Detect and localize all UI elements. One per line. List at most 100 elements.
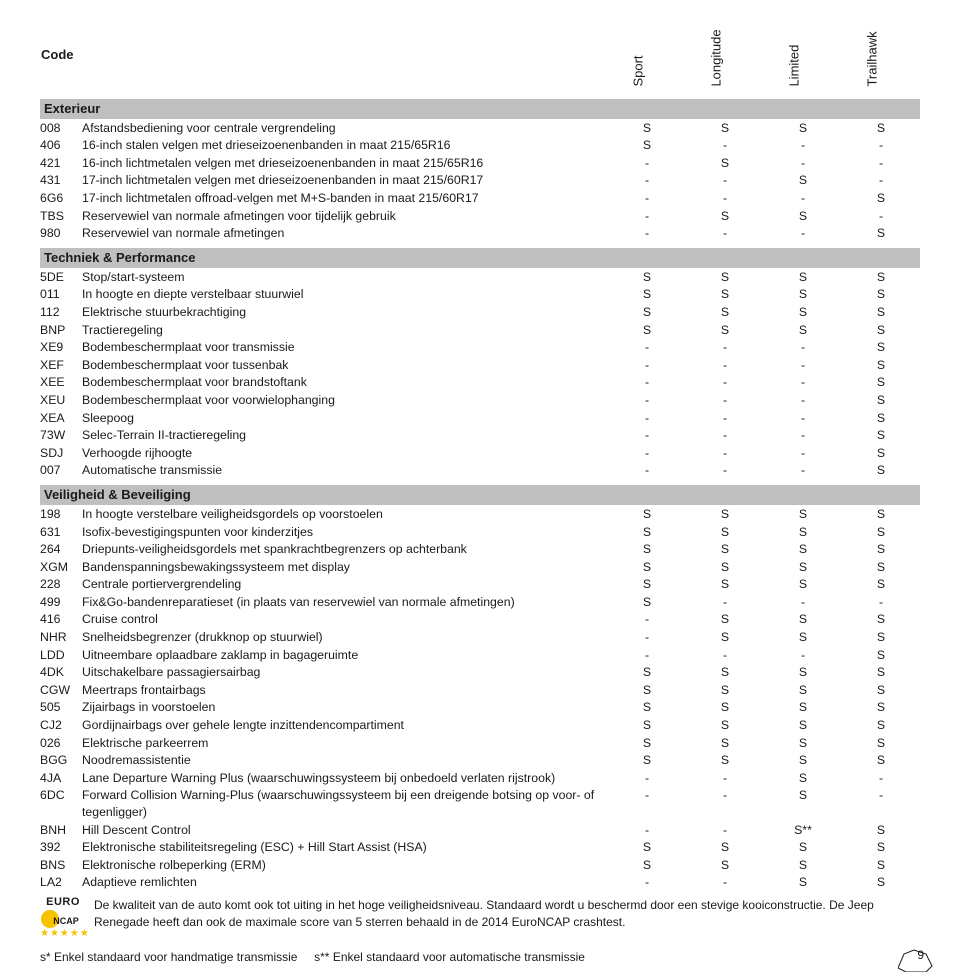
row-desc: 17-inch lichtmetalen velgen met drieseiz… [82,172,608,190]
row-value: - [686,427,764,445]
row-value: S [608,734,686,752]
row-value: S [842,268,920,286]
row-value: - [608,427,686,445]
row-value: S [686,717,764,735]
table-row: XGMBandenspanningsbewakingssysteem met d… [40,558,920,576]
row-code: BNP [40,321,82,339]
row-desc: In hoogte verstelbare veiligheidsgordels… [82,505,608,523]
row-value: S [686,321,764,339]
row-desc: Uitschakelbare passagiersairbag [82,664,608,682]
legend-s2: s** Enkel standaard voor automatische tr… [314,950,585,964]
row-code: TBS [40,207,82,225]
row-value: - [608,172,686,190]
row-desc: Sleepoog [82,409,608,427]
row-value: S [608,717,686,735]
row-code: 431 [40,172,82,190]
row-value: S [764,558,842,576]
table-row: 011In hoogte en diepte verstelbaar stuur… [40,286,920,304]
row-value: S [686,734,764,752]
row-value: S [842,839,920,857]
row-value: - [608,646,686,664]
row-value: S [764,629,842,647]
row-value: S [608,505,686,523]
row-code: XEU [40,391,82,409]
row-value: S [842,611,920,629]
row-code: 73W [40,427,82,445]
row-code: 416 [40,611,82,629]
table-row: 631Isofix-bevestigingspunten voor kinder… [40,523,920,541]
row-value: - [686,593,764,611]
page-number-badge: 9 [898,942,934,972]
row-value: S [764,839,842,857]
ncap-block: EURO NCAP ★★★★★ De kwaliteit van de auto… [40,897,920,939]
section-title: Techniek & Performance [40,248,920,268]
row-value: - [764,444,842,462]
row-value: S [608,523,686,541]
table-row: 008Afstandsbediening voor centrale vergr… [40,119,920,137]
row-desc: Bodembeschermplaat voor voorwielophangin… [82,391,608,409]
row-value: - [608,874,686,892]
row-value: - [686,189,764,207]
row-value: S [686,303,764,321]
row-value: - [686,374,764,392]
row-value: S [608,752,686,770]
row-desc: Bodembeschermplaat voor brandstoftank [82,374,608,392]
row-value: S [842,558,920,576]
row-value: - [608,629,686,647]
ncap-badge: EURO NCAP ★★★★★ [40,897,86,939]
row-value: - [686,409,764,427]
row-value: S [842,444,920,462]
row-code: XEE [40,374,82,392]
row-desc: Gordijnairbags over gehele lengte inzitt… [82,717,608,735]
row-value: S [608,558,686,576]
row-code: 026 [40,734,82,752]
row-code: 112 [40,303,82,321]
row-value: S [608,839,686,857]
row-value: - [764,593,842,611]
trim-header-trailhawk: Trailhawk [842,18,920,93]
row-desc: Reservewiel van normale afmetingen [82,225,608,243]
row-value: S [842,699,920,717]
row-code: 4DK [40,664,82,682]
table-row: 026Elektrische parkeerremSSSS [40,734,920,752]
row-value: - [764,391,842,409]
row-code: 392 [40,839,82,857]
row-code: 6G6 [40,189,82,207]
row-code: BNS [40,856,82,874]
row-value: S [764,541,842,559]
row-value: S [764,505,842,523]
row-value: - [608,769,686,787]
row-value: S [842,339,920,357]
row-value: S [764,611,842,629]
row-value: S [608,699,686,717]
row-value: S [686,268,764,286]
row-value: S [686,286,764,304]
row-value: S [842,717,920,735]
row-value: S [764,119,842,137]
row-value: S [686,752,764,770]
table-row: LA2Adaptieve remlichten--SS [40,874,920,892]
table-row: XEUBodembeschermplaat voor voorwielophan… [40,391,920,409]
row-desc: In hoogte en diepte verstelbaar stuurwie… [82,286,608,304]
row-value: - [608,356,686,374]
row-value: S [764,172,842,190]
row-value: - [686,769,764,787]
row-code: XE9 [40,339,82,357]
row-value: S [608,576,686,594]
row-value: S [842,734,920,752]
row-value: - [764,646,842,664]
row-desc: Lane Departure Warning Plus (waarschuwin… [82,769,608,787]
row-value: S [764,303,842,321]
row-value: - [764,225,842,243]
row-value: S [842,646,920,664]
table-row: 4DKUitschakelbare passagiersairbagSSSS [40,664,920,682]
table-row: LDDUitneembare oplaadbare zaklamp in bag… [40,646,920,664]
row-code: 499 [40,593,82,611]
row-code: XGM [40,558,82,576]
row-value: S [842,409,920,427]
row-value: - [608,409,686,427]
row-value: S [608,593,686,611]
row-code: 5DE [40,268,82,286]
section-title: Exterieur [40,99,920,119]
row-value: - [686,391,764,409]
